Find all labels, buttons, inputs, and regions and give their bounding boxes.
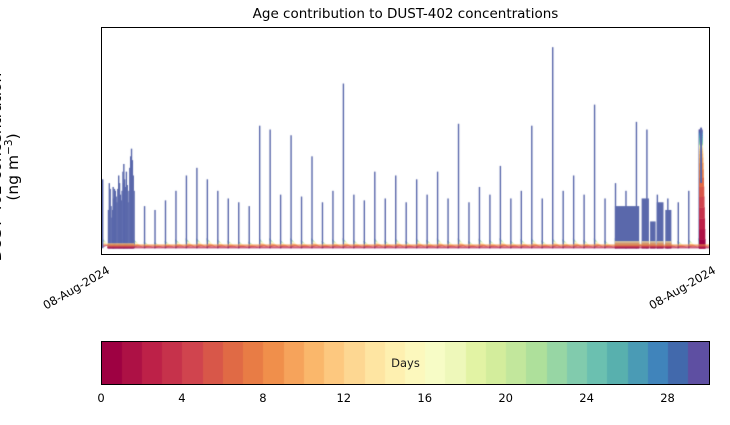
- colorbar-tick-mark: [102, 384, 103, 385]
- colorbar-tick-label: 0: [97, 391, 105, 405]
- colorbar-gradient: [102, 342, 709, 384]
- colorbar-tick-mark: [669, 384, 670, 385]
- y-axis-unit-prefix: (ng m: [4, 154, 22, 201]
- colorbar-tick-label: 4: [178, 391, 186, 405]
- colorbar-tick-mark: [345, 384, 346, 385]
- y-axis-unit-suffix: ): [4, 133, 22, 140]
- colorbar-tick-mark: [426, 384, 427, 385]
- colorbar-tick-label: 24: [579, 391, 594, 405]
- y-axis-tick-label: 0: [101, 241, 102, 255]
- colorbar-tick-label: 28: [660, 391, 675, 405]
- x-axis-tick-mark: [708, 254, 709, 255]
- y-axis-label-line-1: DUST-402 concentration: [0, 72, 5, 262]
- colorbar-tick-label: 20: [498, 391, 513, 405]
- y-axis-label-line-2: (ng m−3): [2, 133, 22, 201]
- main-plot-area[interactable]: 0 20 40 60 80 100: [101, 27, 710, 255]
- colorbar-tick-label: 8: [259, 391, 267, 405]
- x-axis-tick-label: 08-Aug-2024: [40, 263, 112, 313]
- y-axis-tick-label: 20: [101, 203, 102, 217]
- colorbar[interactable]: Days: [101, 341, 710, 385]
- y-axis-tick-label: 60: [101, 126, 102, 140]
- y-axis-unit-exponent: −3: [2, 139, 15, 155]
- x-axis-tick-label: 08-Aug-2024: [646, 263, 718, 313]
- x-axis-tick-mark: [102, 254, 103, 255]
- colorbar-tick-label: 12: [336, 391, 352, 405]
- page-title: Age contribution to DUST-402 concentrati…: [252, 6, 559, 22]
- y-axis-tick-label: 40: [101, 165, 102, 179]
- colorbar-tick-mark: [507, 384, 508, 385]
- colorbar-tick-mark: [588, 384, 589, 385]
- colorbar-tick-label: 16: [417, 391, 433, 405]
- colorbar-tick-mark: [264, 384, 265, 385]
- y-axis-tick-label: 80: [101, 88, 102, 102]
- colorbar-tick-mark: [183, 384, 184, 385]
- y-axis-tick-label: 100: [101, 50, 102, 64]
- y-axis-label: DUST-402 concentration (ng m−3): [0, 52, 35, 282]
- stacked-area-plot: [102, 28, 709, 254]
